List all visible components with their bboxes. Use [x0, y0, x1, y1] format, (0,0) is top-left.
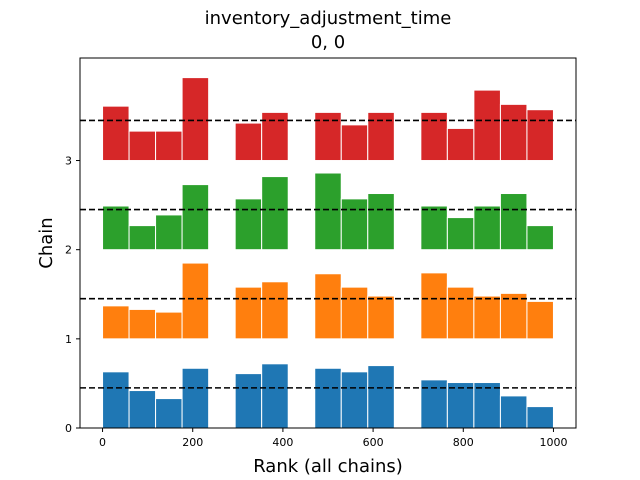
x-tick-label: 0 [99, 436, 106, 449]
bar-chain-3-bin-0 [102, 105, 130, 162]
bar-chain-1-bin-3 [181, 262, 210, 340]
bar-chain-0-bin-1 [128, 390, 157, 429]
bar-chain-1-bin-10 [367, 295, 395, 340]
bar-chain-1-bin-8 [314, 273, 342, 340]
y-tick-label: 1 [65, 333, 72, 346]
bar-chain-1-bin-5 [234, 286, 263, 340]
x-tick-label: 400 [272, 436, 293, 449]
bar-chain-2-bin-5 [234, 198, 263, 251]
bar-chain-2-bin-0 [102, 205, 130, 251]
bar-chain-3-bin-5 [234, 122, 263, 162]
bar-chain-1-bin-13 [446, 286, 475, 340]
chart-subtitle: 0, 0 [311, 32, 345, 53]
reference-lines [80, 119, 576, 389]
bar-chain-3-bin-2 [155, 130, 183, 162]
bar-chain-1-bin-12 [420, 272, 448, 340]
x-axis-label: Rank (all chains) [253, 456, 403, 477]
x-tick-label: 600 [363, 436, 384, 449]
bar-chain-0-bin-10 [367, 365, 395, 429]
bar-chain-1-bin-9 [340, 286, 369, 340]
bar-chain-1-bin-6 [261, 281, 289, 340]
bar-chain-2-bin-12 [420, 205, 448, 251]
bar-chain-0-bin-5 [234, 373, 263, 429]
x-axis: 0 200 400 600 800 1000 [99, 428, 567, 449]
bar-chain-0-bin-15 [499, 395, 528, 429]
y-tick-label: 3 [65, 155, 72, 168]
bar-chain-1-bin-0 [102, 305, 130, 340]
bar-chain-2-bin-9 [340, 198, 369, 251]
bar-chain-3-bin-16 [526, 109, 554, 162]
bar-chain-0-bin-14 [473, 382, 501, 429]
bar-chain-3-bin-13 [446, 127, 475, 162]
bar-chain-2-bin-14 [473, 205, 501, 251]
bar-chain-2-bin-16 [526, 225, 554, 251]
bar-chain-1-bin-2 [155, 311, 183, 340]
bar-chain-2-bin-6 [261, 176, 289, 251]
plot-frame [79, 57, 577, 429]
bar-chain-3-bin-9 [340, 124, 369, 162]
bar-chain-3-bin-1 [128, 130, 157, 162]
bar-chain-2-bin-15 [499, 193, 528, 251]
bar-chain-3-bin-14 [473, 89, 501, 162]
chart-title: inventory_adjustment_time [205, 8, 452, 29]
bar-chain-1-bin-16 [526, 300, 554, 340]
bar-chain-0-bin-6 [261, 363, 289, 429]
bar-chain-0-bin-8 [314, 367, 342, 429]
bar-chain-2-bin-8 [314, 172, 342, 251]
bar-chain-2-bin-13 [446, 217, 475, 251]
bar-chain-0-bin-16 [526, 406, 554, 429]
y-tick-label: 0 [65, 422, 72, 435]
bar-chain-3-bin-15 [499, 103, 528, 162]
bar-chain-2-bin-3 [181, 184, 210, 251]
y-tick-label: 2 [65, 244, 72, 257]
bar-chain-0-bin-13 [446, 382, 475, 429]
bar-chain-2-bin-1 [128, 225, 157, 251]
bar-chain-1-bin-14 [473, 295, 501, 340]
bar-chain-0-bin-9 [340, 371, 369, 429]
bar-chain-0-bin-3 [181, 367, 210, 429]
bars-layer [102, 77, 554, 429]
y-axis-label: Chain [36, 217, 57, 268]
x-tick-label: 1000 [539, 436, 567, 449]
x-tick-label: 200 [182, 436, 203, 449]
bar-chain-2-bin-10 [367, 193, 395, 251]
bar-chain-0-bin-0 [102, 371, 130, 429]
bar-chain-1-bin-15 [499, 292, 528, 340]
bar-chain-1-bin-1 [128, 308, 157, 340]
bar-chain-3-bin-3 [181, 77, 210, 162]
x-tick-label: 800 [453, 436, 474, 449]
bar-chain-0-bin-2 [155, 398, 183, 429]
bar-chain-2-bin-2 [155, 214, 183, 251]
y-axis: 0 1 2 3 [65, 155, 80, 435]
